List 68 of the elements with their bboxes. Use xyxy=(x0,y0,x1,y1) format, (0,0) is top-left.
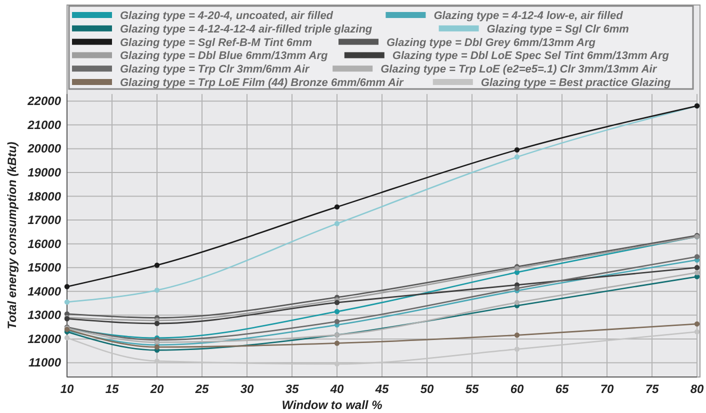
x-tick-label: 10 xyxy=(60,382,74,396)
x-tick-label: 40 xyxy=(329,382,344,396)
y-axis-title: Total energy consumption (kBtu) xyxy=(5,142,19,330)
point xyxy=(154,358,160,364)
y-tick-label: 18000 xyxy=(28,189,62,204)
legend-label: Glazing type = Trp LoE (e2=e5=.1) Clr 3mm/13mm Air xyxy=(380,64,658,76)
point xyxy=(514,300,520,306)
point xyxy=(694,265,700,270)
x-tick-label: 50 xyxy=(420,382,434,396)
point xyxy=(514,154,520,160)
point xyxy=(334,318,340,324)
point xyxy=(154,340,160,345)
point xyxy=(154,320,160,326)
y-tick-label: 19000 xyxy=(28,165,62,180)
legend-label: Glazing type = Sgl Ref-B-M Tint 6mm xyxy=(120,36,312,49)
point xyxy=(64,299,70,305)
legend-label: Glazing type = Dbl Grey 6mm/13mm Arg xyxy=(386,36,596,49)
x-tick-label: 20 xyxy=(149,382,164,396)
y-tick-label: 11000 xyxy=(28,356,62,370)
y-tick-label: 12000 xyxy=(28,332,62,346)
point xyxy=(154,262,160,268)
legend-label: Glazing type = 4-20-4, uncoated, air filled xyxy=(120,10,334,22)
point xyxy=(334,361,340,367)
point xyxy=(334,300,340,306)
x-tick-label: 75 xyxy=(645,382,659,396)
y-tick-label: 13000 xyxy=(28,308,62,322)
x-tick-label: 60 xyxy=(510,382,524,396)
x-tick-label: 45 xyxy=(374,382,389,396)
point xyxy=(694,270,700,276)
y-tick-label: 20000 xyxy=(26,142,62,156)
x-tick-label: 70 xyxy=(600,382,614,396)
y-tick-label: 14000 xyxy=(28,284,62,298)
point xyxy=(514,346,520,352)
point xyxy=(514,332,520,338)
legend-label: Glazing type = Best practice Glazing xyxy=(480,77,671,89)
x-tick-label: 65 xyxy=(555,382,569,396)
y-tick-label: 22000 xyxy=(26,94,62,108)
point xyxy=(514,147,520,152)
point xyxy=(334,221,340,226)
legend-label: Glazing type = Dbl Blue 6mm/13mm Arg xyxy=(120,50,328,62)
legend-label: Glazing type = Sgl Clr 6mm xyxy=(486,23,630,36)
point xyxy=(694,329,700,334)
point xyxy=(694,254,700,260)
y-tick-label: 15000 xyxy=(28,260,62,275)
point xyxy=(64,284,70,290)
point xyxy=(694,321,700,327)
x-tick-label: 80 xyxy=(690,382,704,396)
legend-label: Glazing type = 4-12-4-12-4 air-filled triple glazing xyxy=(120,23,372,36)
point xyxy=(334,204,340,210)
legend-label: Glazing type = Trp Clr 3mm/6mm Air xyxy=(120,64,310,76)
point xyxy=(154,344,160,350)
x-tick-label: 25 xyxy=(194,382,209,396)
y-tick-label: 21000 xyxy=(26,118,62,132)
x-axis-title: Window to wall % xyxy=(282,398,383,412)
legend-label: Glazing type = Dbl LoE Spec Sel Tint 6mm/13mm Arg xyxy=(392,50,670,62)
y-tick-label: 17000 xyxy=(28,213,62,228)
x-tick-label: 30 xyxy=(240,382,254,396)
y-tick-label: 16000 xyxy=(28,236,62,251)
x-tick-label: 15 xyxy=(105,382,119,396)
point xyxy=(334,340,340,346)
point xyxy=(64,335,70,340)
x-tick-label: 55 xyxy=(465,382,479,396)
legend-label: Glazing type = Trp LoE Film (44) Bronze 6mm/6mm Air xyxy=(120,77,404,89)
x-tick-label: 35 xyxy=(285,382,299,396)
point xyxy=(154,288,160,293)
point xyxy=(514,286,520,291)
point xyxy=(334,309,340,314)
legend-label: Glazing type = 4-12-4 low-e, air filled xyxy=(434,10,624,22)
